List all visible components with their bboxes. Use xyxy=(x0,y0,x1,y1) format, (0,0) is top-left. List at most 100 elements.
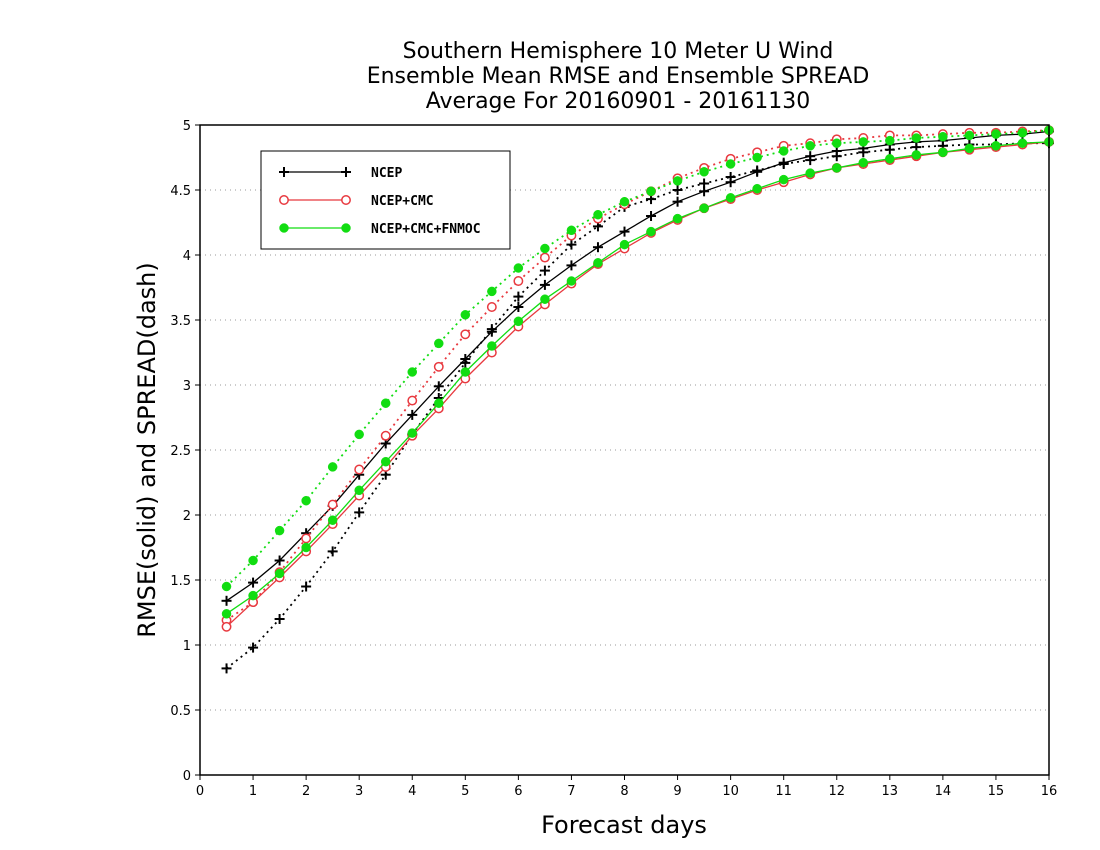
data-point-ncep-spread xyxy=(539,265,550,276)
data-point-ncep-rmse xyxy=(248,577,259,588)
data-point-ncep-rmse xyxy=(672,196,683,207)
data-point-ncep-rmse xyxy=(619,226,630,237)
y-tick-label: 4 xyxy=(183,249,191,264)
x-tick-label: 13 xyxy=(882,784,899,799)
y-tick-label: 4.5 xyxy=(170,184,191,199)
data-point-ncep-cmc-fnmoc-rmse xyxy=(938,147,948,158)
data-point-ncep-cmc-fnmoc-rmse xyxy=(434,398,444,408)
data-point-ncep-rmse xyxy=(778,157,789,168)
x-tick-label: 6 xyxy=(514,784,522,799)
legend-label-ncep: NCEP xyxy=(371,166,402,181)
data-point-ncep-cmc-spread xyxy=(301,533,312,544)
data-point-ncep-cmc-fnmoc-spread xyxy=(487,286,497,297)
data-point-ncep-cmc-fnmoc-spread xyxy=(566,225,577,236)
x-tick-label: 9 xyxy=(673,784,681,799)
data-point-ncep-cmc-spread xyxy=(460,329,471,340)
data-point-ncep-cmc-fnmoc-spread xyxy=(832,138,842,148)
data-point-ncep-spread xyxy=(301,581,312,592)
data-point-ncep-cmc-fnmoc-spread xyxy=(805,141,815,151)
x-tick-label: 1 xyxy=(249,784,257,799)
x-tick-label: 11 xyxy=(775,784,792,799)
data-point-ncep-spread xyxy=(672,185,683,195)
data-point-ncep-cmc-spread xyxy=(380,430,391,441)
y-axis-label: RMSE(solid) and SPREAD(dash) xyxy=(133,262,161,638)
x-tick-label: 12 xyxy=(828,784,845,799)
data-point-ncep-cmc-fnmoc-spread xyxy=(619,196,630,207)
data-point-ncep-cmc-fnmoc-spread xyxy=(991,129,1001,139)
data-point-ncep-rmse xyxy=(699,186,710,197)
data-point-ncep-cmc-fnmoc-spread xyxy=(672,176,683,186)
data-point-ncep-cmc-fnmoc-rmse xyxy=(248,590,258,601)
chart-title-line-2: Ensemble Mean RMSE and Ensemble SPREAD xyxy=(367,64,870,89)
data-point-ncep-rmse xyxy=(566,260,577,271)
data-point-ncep-cmc-fnmoc-rmse xyxy=(991,141,1001,151)
data-point-ncep-rmse xyxy=(274,555,285,566)
data-point-ncep-cmc-fnmoc-rmse xyxy=(885,154,895,164)
y-tick-label: 2 xyxy=(183,509,191,524)
data-point-ncep-cmc-fnmoc-spread xyxy=(725,159,736,169)
data-point-ncep-cmc-fnmoc-spread xyxy=(885,135,895,146)
data-point-ncep-rmse xyxy=(486,326,497,337)
data-point-ncep-cmc-fnmoc-spread xyxy=(380,398,391,408)
x-tick-label: 8 xyxy=(620,784,628,799)
y-tick-label: 0 xyxy=(183,769,191,784)
data-point-ncep-rmse xyxy=(805,151,816,162)
data-point-ncep-cmc-fnmoc-rmse xyxy=(832,163,842,173)
data-point-ncep-cmc-spread xyxy=(433,361,444,372)
data-point-ncep-cmc-fnmoc-rmse xyxy=(646,226,656,237)
y-tick-label: 3.5 xyxy=(170,314,191,329)
data-point-ncep-cmc-spread xyxy=(539,252,550,263)
data-point-ncep-spread xyxy=(221,663,232,674)
data-point-ncep-cmc-fnmoc-rmse xyxy=(858,157,869,168)
data-point-ncep-rmse xyxy=(725,177,736,188)
chart-title-line-1: Southern Hemisphere 10 Meter U Wind xyxy=(403,39,834,64)
data-point-ncep-cmc-fnmoc-spread xyxy=(327,462,338,472)
data-point-ncep-cmc-fnmoc-spread xyxy=(858,137,869,147)
x-axis-label: Forecast days xyxy=(541,811,707,839)
legend-marker xyxy=(341,167,351,177)
x-tick-label: 15 xyxy=(988,784,1005,799)
x-tick-label: 5 xyxy=(461,784,469,799)
data-point-ncep-cmc-fnmoc-rmse xyxy=(725,193,736,203)
data-point-ncep-cmc-fnmoc-rmse xyxy=(805,168,815,178)
data-point-ncep-rmse xyxy=(513,302,524,312)
grid xyxy=(200,189,1049,711)
data-point-ncep-cmc-fnmoc-rmse xyxy=(964,143,975,154)
data-point-ncep-cmc-fnmoc-rmse xyxy=(566,276,577,286)
data-point-ncep-cmc-fnmoc-rmse xyxy=(301,542,311,553)
data-point-ncep-cmc-fnmoc-spread xyxy=(938,131,948,142)
data-point-ncep-cmc-spread xyxy=(486,302,497,312)
legend-item-ncep-cmc-fnmoc: NCEP+CMC+FNMOC xyxy=(279,222,481,237)
series-line-ncep-cmc-spread xyxy=(225,129,1050,622)
data-point-ncep-cmc-fnmoc-rmse xyxy=(460,367,471,377)
data-point-ncep-rmse xyxy=(539,279,550,290)
data-point-ncep-cmc-fnmoc-spread xyxy=(513,263,524,273)
data-point-ncep-cmc-fnmoc-spread xyxy=(1017,128,1028,138)
data-point-ncep-cmc-fnmoc-spread xyxy=(301,495,311,506)
data-point-ncep-cmc-fnmoc-rmse xyxy=(354,485,364,496)
y-tick-label: 1 xyxy=(183,639,191,654)
data-point-ncep-cmc-fnmoc-rmse xyxy=(911,150,922,160)
data-point-ncep-cmc-fnmoc-spread xyxy=(274,525,285,536)
y-tick-label: 3 xyxy=(183,379,191,394)
legend-marker xyxy=(279,195,289,205)
data-point-ncep-rmse xyxy=(221,595,232,606)
data-point-ncep-cmc-fnmoc-spread xyxy=(964,130,975,141)
data-point-ncep-cmc-fnmoc-spread xyxy=(434,338,444,349)
data-point-ncep-spread xyxy=(274,614,285,624)
x-tick-label: 7 xyxy=(567,784,575,799)
x-tick-label: 16 xyxy=(1041,784,1058,799)
x-tick-label: 10 xyxy=(722,784,739,799)
data-point-ncep-cmc-fnmoc-rmse xyxy=(1017,138,1028,148)
data-point-ncep-cmc-fnmoc-spread xyxy=(593,209,603,220)
data-point-ncep-cmc-fnmoc-spread xyxy=(778,146,789,156)
data-point-ncep-cmc-fnmoc-rmse xyxy=(540,294,550,304)
data-point-ncep-cmc-fnmoc-spread xyxy=(752,152,762,163)
data-point-ncep-spread xyxy=(566,239,577,250)
data-point-ncep-cmc-fnmoc-rmse xyxy=(221,609,232,619)
data-point-ncep-cmc-fnmoc-spread xyxy=(221,581,232,592)
y-tick-label: 1.5 xyxy=(170,574,191,589)
data-point-ncep-cmc-fnmoc-rmse xyxy=(513,316,524,327)
legend-item-ncep-cmc: NCEP+CMC xyxy=(279,194,434,209)
